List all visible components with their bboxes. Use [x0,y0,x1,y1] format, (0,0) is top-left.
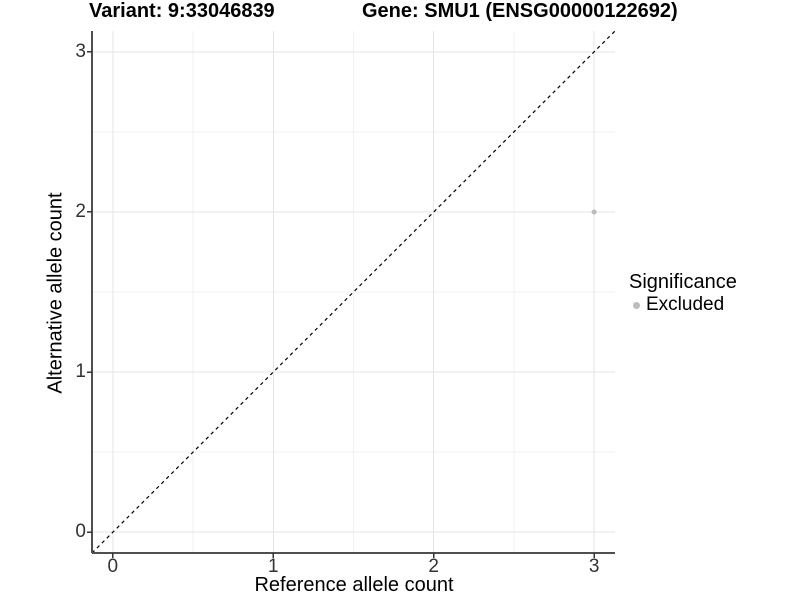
x-axis-title: Reference allele count [254,574,454,596]
legend: Significance Excluded [629,270,737,316]
x-tick-label: 3 [588,556,600,577]
x-tick-label: 2 [428,556,439,577]
legend-title: Significance [629,271,737,293]
x-tick-label: 1 [267,556,279,577]
legend-item: Excluded [629,294,737,316]
data-point [591,209,597,215]
x-tick-label: 0 [107,556,119,577]
legend-items: Excluded [629,294,737,316]
y-tick-label: 0 [75,521,86,543]
y-tick-label: 2 [75,200,86,222]
variant-title: Variant: 9:33046839 [89,0,275,22]
legend-point-icon [633,301,640,309]
gene-title: Gene: SMU1 (ENSG00000122692) [362,0,678,22]
y-axis-title: Alternative allele count [44,192,67,394]
y-tick-label: 1 [75,361,86,383]
legend-item-label: Excluded [646,294,725,315]
y-tick-label: 3 [75,40,86,62]
